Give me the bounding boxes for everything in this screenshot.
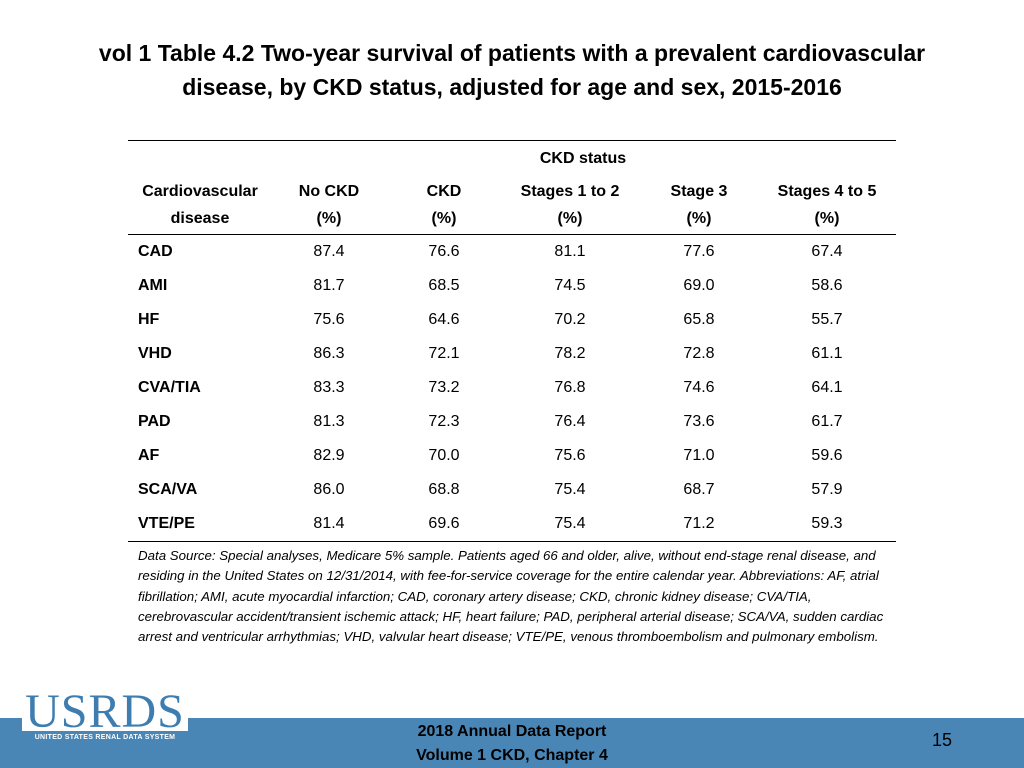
row-label: HF [138,311,160,328]
column-header-cardiovascular-disease: Cardiovascular disease [128,176,270,235]
slide-title: vol 1 Table 4.2 Two-year survival of pat… [40,36,984,104]
row-label: VHD [138,345,172,362]
table-cell: 55.7 [811,311,843,328]
slide-title-line-1: vol 1 Table 4.2 Two-year survival of pat… [98,40,926,66]
table-cell: 59.3 [758,507,896,542]
column-header-line-1: CKD [426,183,462,200]
column-header-line-1: Cardiovascular [142,183,258,200]
table-notes: Data Source: Special analyses, Medicare … [138,548,884,645]
table-cell: 75.4 [554,481,586,498]
table-cell: 69.6 [388,507,500,542]
table-row: SCA/VA 86.0 68.8 75.4 68.7 57.9 [128,473,896,507]
table-cell: 70.2 [554,311,586,328]
row-label: AF [138,447,160,464]
table-row: AF 82.9 70.0 75.6 71.0 59.6 [128,439,896,473]
column-header-ckd: CKD (%) [388,176,500,235]
table-cell: 69.0 [683,277,715,294]
table-cell: 64.6 [428,311,460,328]
column-header-stages-4-to-5: Stages 4 to 5 (%) [758,176,896,235]
footer-report-title: 2018 Annual Data Report [417,723,607,740]
table-cell: 61.7 [811,413,843,430]
table-cell: 68.5 [428,277,460,294]
table-cell: 75.6 [313,311,345,328]
table-cell: 86.3 [313,345,345,362]
column-header-line-2: (%) [814,210,840,227]
column-header-line-1: Stage 3 [670,183,728,200]
column-header-line-1: Stages 4 to 5 [777,183,877,200]
row-label: AMI [138,277,168,294]
table-cell: 76.4 [554,413,586,430]
table-cell: 57.9 [811,481,843,498]
table-row: VHD 86.3 72.1 78.2 72.8 61.1 [128,337,896,371]
column-header-no-ckd: No CKD (%) [270,176,388,235]
table-cell: 87.4 [313,243,345,260]
table-cell: 75.4 [500,507,640,542]
row-label: CVA/TIA [138,379,201,396]
column-header-line-2: (%) [557,210,583,227]
logo-wordmark: USRDS [22,688,188,736]
logo-subtitle: UNITED STATES RENAL DATA SYSTEM [34,734,176,741]
table-cell: 71.0 [683,447,715,464]
table-row: VTE/PE 81.4 69.6 75.4 71.2 59.3 [128,507,896,542]
column-header-line-2: disease [170,210,230,227]
row-label: CAD [138,243,173,260]
table-cell: 78.2 [554,345,586,362]
slide-title-line-2: disease, by CKD status, adjusted for age… [182,74,842,100]
column-header-line-2: (%) [431,210,457,227]
table-cell: 81.3 [313,413,345,430]
footer-report-volume: Volume 1 CKD, Chapter 4 [416,747,608,764]
table-cell: 72.8 [683,345,715,362]
table-cell: 81.4 [270,507,388,542]
table-cell: 76.6 [428,243,460,260]
group-header-spacer [128,140,270,176]
table-cell: 68.7 [683,481,715,498]
table-cell: 77.6 [683,243,715,260]
table-cell: 75.6 [554,447,586,464]
survival-table: CKD status Cardiovascular disease No CKD… [128,140,896,542]
table-cell: 83.3 [313,379,345,396]
column-header-line-2: (%) [686,210,712,227]
table-cell: 73.2 [428,379,460,396]
table-cell: 72.3 [428,413,460,430]
table-row: HF 75.6 64.6 70.2 65.8 55.7 [128,303,896,337]
table-cell: 86.0 [313,481,345,498]
table-cell: 64.1 [811,379,843,396]
page-number: 15 [931,730,953,750]
column-header-stage-3: Stage 3 (%) [640,176,758,235]
row-label: VTE/PE [128,507,270,542]
table-cell: 65.8 [683,311,715,328]
table-cell: 72.1 [428,345,460,362]
footer-report-info: 2018 Annual Data Report Volume 1 CKD, Ch… [362,720,662,768]
column-header-stages-1-to-2: Stages 1 to 2 (%) [500,176,640,235]
table-cell: 59.6 [811,447,843,464]
row-label: PAD [138,413,171,430]
table-cell: 61.1 [811,345,843,362]
table-cell: 74.6 [683,379,715,396]
row-label: SCA/VA [138,481,198,498]
table-cell: 67.4 [811,243,843,260]
table-row: CVA/TIA 83.3 73.2 76.8 74.6 64.1 [128,371,896,405]
ckd-status-header: CKD status [270,140,896,176]
table-row: CAD 87.4 76.6 81.1 77.6 67.4 [128,235,896,270]
table-cell: 82.9 [313,447,345,464]
table-cell: 76.8 [554,379,586,396]
table-cell: 81.7 [313,277,345,294]
table-cell: 73.6 [683,413,715,430]
table-cell: 74.5 [554,277,586,294]
table-row: AMI 81.7 68.5 74.5 69.0 58.6 [128,269,896,303]
usrds-logo: USRDS UNITED STATES RENAL DATA SYSTEM [22,688,188,744]
table-row: PAD 81.3 72.3 76.4 73.6 61.7 [128,405,896,439]
column-header-line-1: Stages 1 to 2 [520,183,620,200]
table-cell: 70.0 [428,447,460,464]
table-cell: 81.1 [554,243,586,260]
table-cell: 58.6 [811,277,843,294]
column-header-line-1: No CKD [298,183,360,200]
column-header-line-2: (%) [316,210,342,227]
table-cell: 71.2 [640,507,758,542]
table-cell: 68.8 [428,481,460,498]
